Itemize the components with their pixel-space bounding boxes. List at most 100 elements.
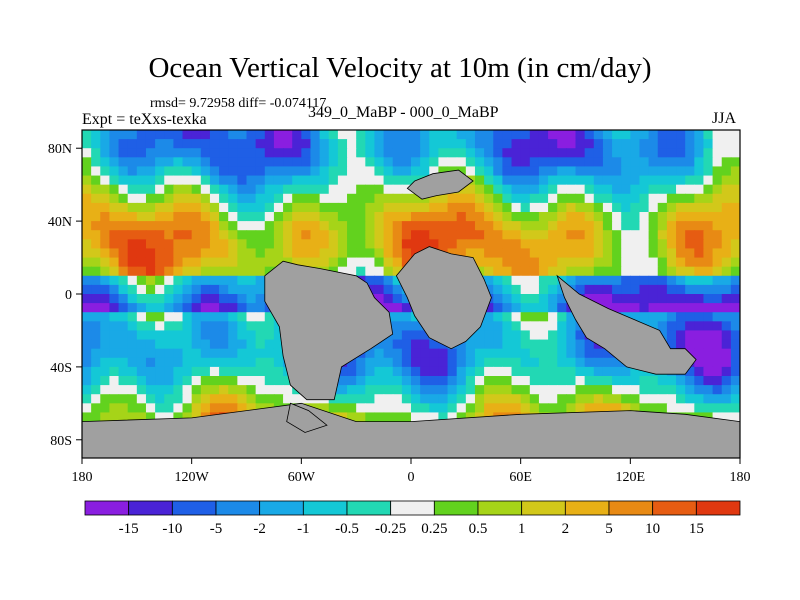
field-cell (557, 330, 567, 341)
field-cell (602, 139, 613, 149)
field-cell (703, 284, 714, 295)
field-cell (730, 230, 740, 240)
field-cell (465, 193, 476, 204)
field-cell (566, 239, 577, 250)
field-cell (621, 139, 631, 149)
field-cell (273, 148, 284, 158)
field-cell (255, 294, 266, 304)
field-cell (347, 257, 357, 268)
field-cell (630, 193, 641, 204)
field-cell (538, 330, 549, 341)
field-cell (703, 266, 714, 277)
field-cell (538, 157, 549, 168)
field-cell (721, 366, 732, 377)
field-cell (383, 157, 394, 168)
field-cell (639, 157, 650, 168)
field-cell (511, 157, 522, 168)
field-cell (264, 139, 275, 149)
field-cell (566, 193, 577, 204)
field-cell (438, 366, 449, 377)
field-cell (82, 239, 92, 250)
field-cell (209, 248, 220, 259)
field-cell (676, 303, 686, 313)
field-cell (118, 257, 129, 268)
field-cell (145, 166, 156, 177)
field-cell (109, 148, 120, 158)
field-cell (694, 294, 705, 304)
field-cell (730, 275, 740, 286)
field-cell (347, 184, 357, 195)
field-cell (529, 394, 540, 404)
field-cell (219, 312, 229, 322)
field-cell (657, 284, 668, 295)
field-cell (164, 403, 174, 414)
field-cell (694, 212, 705, 222)
field-cell (584, 184, 595, 195)
field-cell (237, 184, 248, 195)
field-cell (721, 130, 732, 140)
field-cell (584, 248, 595, 259)
field-cell (200, 175, 211, 186)
field-cell (237, 357, 248, 368)
field-cell (657, 321, 668, 332)
field-cell (602, 366, 613, 377)
field-cell (237, 230, 248, 240)
field-cell (164, 330, 174, 341)
field-cell (209, 275, 220, 286)
field-cell (502, 157, 513, 168)
field-cell (228, 284, 238, 295)
field-cell (511, 403, 522, 414)
field-cell (447, 348, 458, 359)
field-cell (694, 266, 705, 277)
field-cell (429, 202, 440, 213)
field-cell (502, 239, 513, 250)
field-cell (164, 184, 174, 195)
field-cell (164, 348, 174, 359)
field-cell (557, 148, 567, 158)
field-cell (474, 239, 485, 250)
field-cell (392, 312, 403, 322)
field-cell (91, 248, 101, 259)
field-cell (557, 366, 567, 377)
field-cell (557, 303, 567, 313)
field-cell (694, 303, 705, 313)
field-cell (182, 230, 193, 240)
field-cell (493, 239, 503, 250)
field-cell (502, 148, 513, 158)
field-cell (548, 266, 558, 277)
field-cell (420, 403, 430, 414)
field-cell (191, 275, 202, 286)
field-cell (365, 275, 376, 286)
field-cell (502, 257, 513, 268)
field-cell (593, 157, 604, 168)
field-cell (219, 275, 229, 286)
field-cell (237, 148, 248, 158)
field-cell (438, 394, 449, 404)
field-cell (721, 321, 732, 332)
field-cell (109, 193, 120, 204)
field-cell (228, 357, 238, 368)
field-cell (703, 366, 714, 377)
field-cell (209, 230, 220, 240)
field-cell (666, 275, 677, 286)
field-cell (100, 394, 111, 404)
field-cell (209, 221, 220, 231)
field-cell (493, 166, 503, 177)
field-cell (712, 257, 723, 268)
field-cell (474, 130, 485, 140)
field-cell (383, 193, 394, 204)
field-cell (100, 275, 111, 286)
field-cell (356, 212, 366, 222)
field-cell (91, 394, 101, 404)
field-cell (164, 312, 174, 322)
field-cell (237, 212, 248, 222)
field-cell (401, 394, 412, 404)
field-cell (200, 248, 211, 259)
field-cell (484, 403, 494, 414)
field-cell (328, 212, 339, 222)
field-cell (337, 366, 348, 377)
field-cell (493, 230, 503, 240)
field-cell (520, 339, 531, 350)
field-cell (264, 357, 275, 368)
field-cell (209, 166, 220, 177)
